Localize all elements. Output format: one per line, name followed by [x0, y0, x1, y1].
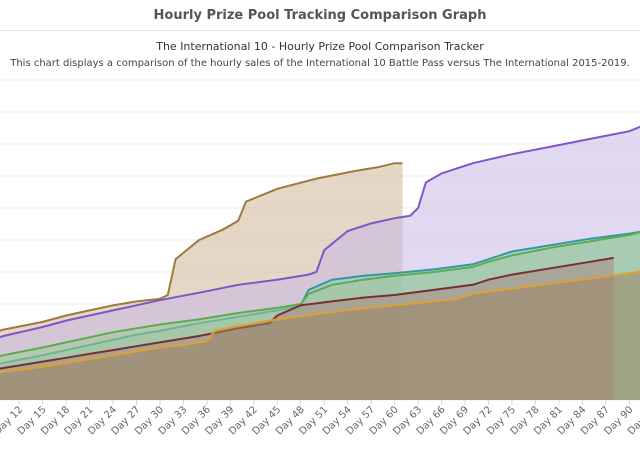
chart-subtitle: This chart displays a comparison of the …	[10, 58, 630, 69]
chart-title: The International 10 - Hourly Prize Pool…	[156, 40, 484, 53]
series-line-2	[0, 125, 640, 339]
series-line-6	[0, 270, 640, 374]
page-header: Hourly Prize Pool Tracking Comparison Gr…	[0, 0, 640, 31]
page-title: Hourly Prize Pool Tracking Comparison Gr…	[153, 8, 487, 23]
series-areas	[0, 125, 640, 400]
series-area-6	[0, 271, 640, 400]
series-line-1	[0, 162, 403, 332]
series-line-4	[0, 231, 640, 358]
series-line-5	[0, 256, 614, 370]
